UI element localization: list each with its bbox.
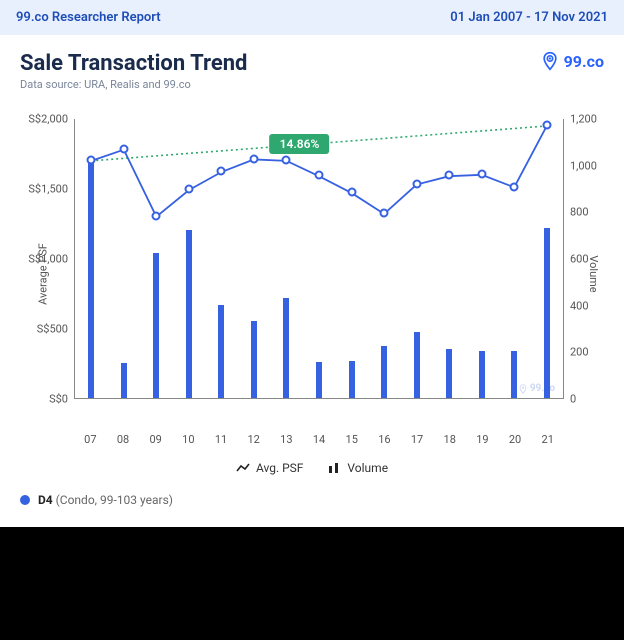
title-block: Sale Transaction Trend Data source: URA,… — [20, 51, 247, 91]
chart-title: Sale Transaction Trend — [20, 51, 247, 76]
xtick: 18 — [433, 429, 466, 446]
psf-marker — [119, 144, 128, 153]
y-axis-right-ticks: 02004006008001,0001,200 — [564, 119, 604, 399]
psf-marker — [477, 170, 486, 179]
chart-lines — [75, 119, 563, 398]
title-row: Sale Transaction Trend Data source: URA,… — [20, 51, 604, 91]
content: Sale Transaction Trend Data source: URA,… — [0, 35, 624, 527]
header-bar: 99.co Researcher Report 01 Jan 2007 - 17… — [0, 0, 624, 35]
xtick: 10 — [172, 429, 205, 446]
ytick-right: 800 — [570, 206, 589, 219]
psf-marker — [87, 156, 96, 165]
xtick: 19 — [466, 429, 499, 446]
footer-black — [0, 527, 624, 617]
volume-bar — [479, 351, 485, 398]
bar-icon — [327, 462, 341, 474]
xtick: 17 — [401, 429, 434, 446]
line-icon — [236, 462, 250, 474]
ytick-right: 600 — [570, 253, 589, 266]
chart-subtitle: Data source: URA, Realis and 99.co — [20, 78, 247, 91]
pin-icon — [540, 51, 560, 71]
xtick: 14 — [303, 429, 336, 446]
trend-badge: 14.86% — [270, 134, 330, 154]
plot-area: 99.co 14.86% — [74, 119, 564, 399]
psf-marker — [347, 188, 356, 197]
volume-bar — [349, 361, 355, 398]
ytick-right: 1,200 — [570, 113, 597, 126]
ytick-left: S$1,000 — [28, 253, 68, 266]
chart-type-legend: Avg. PSF Volume — [20, 461, 604, 475]
psf-marker — [380, 209, 389, 218]
xtick: 13 — [270, 429, 303, 446]
x-axis: 070809101112131415161718192021 — [74, 429, 564, 451]
volume-bar — [186, 230, 192, 398]
xtick: 08 — [107, 429, 140, 446]
brand-text: 99.co — [564, 52, 604, 71]
volume-bar — [283, 298, 289, 398]
ytick-right: 0 — [570, 393, 576, 406]
volume-bar — [153, 253, 159, 398]
header-title: 99.co Researcher Report — [16, 10, 161, 25]
header-date-range: 01 Jan 2007 - 17 Nov 2021 — [450, 10, 608, 25]
legend-volume: Volume — [327, 461, 388, 475]
pin-icon — [518, 384, 528, 394]
psf-marker — [510, 182, 519, 191]
xtick: 20 — [499, 429, 532, 446]
psf-marker — [542, 121, 551, 130]
psf-marker — [152, 212, 161, 221]
report-card: 99.co Researcher Report 01 Jan 2007 - 17… — [0, 0, 624, 527]
psf-marker — [282, 156, 291, 165]
volume-bar — [544, 228, 550, 398]
psf-marker — [445, 171, 454, 180]
xtick: 09 — [139, 429, 172, 446]
xtick: 16 — [368, 429, 401, 446]
legend-psf: Avg. PSF — [236, 461, 303, 475]
ytick-left: S$2,000 — [28, 113, 68, 126]
ytick-left: S$1,500 — [28, 183, 68, 196]
volume-bar — [316, 362, 322, 398]
ytick-right: 1,000 — [570, 159, 597, 172]
psf-marker — [249, 154, 258, 163]
psf-marker — [412, 179, 421, 188]
brand-logo: 99.co — [540, 51, 604, 71]
series-label: D4 (Condo, 99-103 years) — [38, 493, 173, 507]
xtick: 07 — [74, 429, 107, 446]
volume-bar — [414, 332, 420, 399]
xtick: 11 — [205, 429, 238, 446]
volume-bar — [511, 351, 517, 398]
volume-bar — [446, 349, 452, 398]
y-axis-left-ticks: S$0S$500S$1,000S$1,500S$2,000 — [20, 119, 74, 399]
ytick-left: S$0 — [49, 393, 68, 406]
volume-bar — [218, 305, 224, 398]
volume-bar — [121, 363, 127, 398]
volume-bar — [381, 346, 387, 399]
psf-marker — [217, 167, 226, 176]
volume-bar — [88, 162, 94, 398]
xtick: 12 — [237, 429, 270, 446]
series-legend: D4 (Condo, 99-103 years) — [20, 493, 604, 507]
chart: Average PSF Volume S$0S$500S$1,000S$1,50… — [20, 119, 604, 429]
psf-marker — [315, 171, 324, 180]
ytick-right: 200 — [570, 346, 589, 359]
xtick: 21 — [531, 429, 564, 446]
xtick: 15 — [335, 429, 368, 446]
ytick-left: S$500 — [37, 323, 68, 336]
volume-bar — [251, 321, 257, 398]
ytick-right: 400 — [570, 299, 589, 312]
series-color-dot — [20, 495, 30, 505]
psf-marker — [184, 185, 193, 194]
